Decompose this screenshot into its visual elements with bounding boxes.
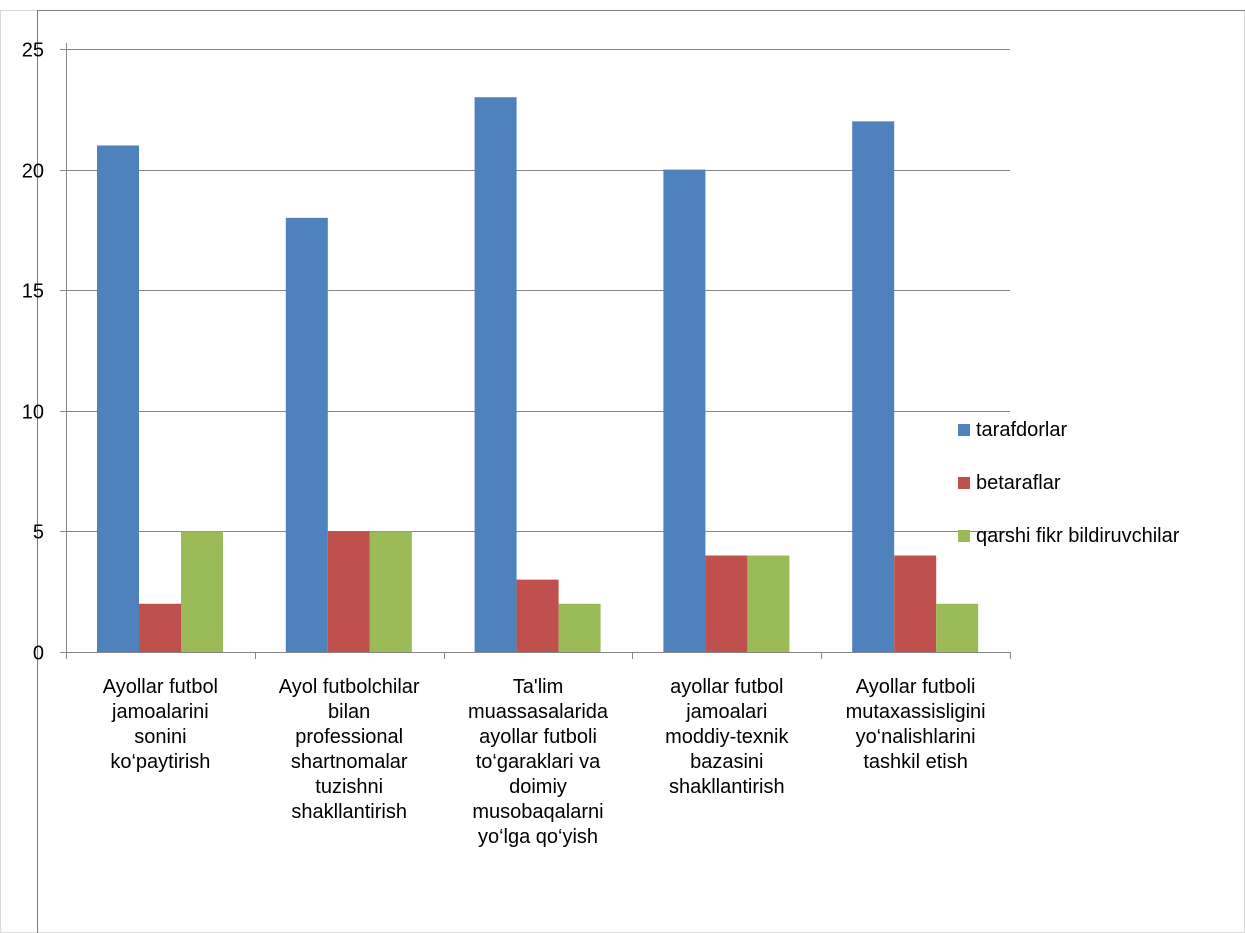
bar-tarafdorlar-5 — [852, 121, 894, 652]
category-label-line: musobaqalarni — [449, 800, 627, 825]
category-label: ayollar futbol jamoalari moddiy-texnik baza… — [638, 675, 816, 800]
category-label-line: bazasini — [638, 750, 816, 775]
bar-tarafdorlar-3 — [475, 97, 517, 652]
bar-qarshi-fikr-bildiruvchilar-1 — [181, 531, 223, 652]
bars — [97, 97, 978, 652]
bar-tarafdorlar-2 — [286, 218, 328, 652]
category-label-line: Ayol futbolchilar — [260, 675, 438, 700]
y-tick-label: 5 — [33, 522, 44, 544]
category-label-line: bilan — [260, 700, 438, 725]
category-label-line: Ayollar futbol — [71, 675, 249, 700]
category-label: Ayollar futbol jamoalarini sonini ko‘paytir… — [71, 675, 249, 775]
category-label-line: ayollar futboli — [449, 725, 627, 750]
category-label: Ayol futbolchilar bilan professional shartn… — [260, 675, 438, 825]
category-label-line: tashkil etish — [827, 750, 1005, 775]
bar-betaraflar-3 — [517, 580, 559, 652]
category-label-line: shakllantirish — [260, 800, 438, 825]
category-label-line: muassasalarida — [449, 700, 627, 725]
bar-betaraflar-5 — [894, 556, 936, 652]
y-tick-label: 20 — [22, 161, 44, 183]
category-label-line: yo‘nalishlarini — [827, 725, 1005, 750]
y-tick-label: 0 — [33, 643, 44, 665]
y-tick-label: 15 — [22, 281, 44, 303]
bar-qarshi-fikr-bildiruvchilar-4 — [747, 556, 789, 652]
legend-swatch — [958, 530, 970, 542]
category-label-line: mutaxassisligini — [827, 700, 1005, 725]
category-label-line: professional — [260, 725, 438, 750]
legend: tarafdorlar betaraflar qarshi fikr bildiru… — [958, 417, 1179, 576]
legend-label: betaraflar — [976, 472, 1061, 495]
bar-qarshi-fikr-bildiruvchilar-2 — [370, 531, 412, 652]
category-label-line: jamoalari — [638, 700, 816, 725]
legend-swatch — [958, 424, 970, 436]
category-label-line: yo‘lga qo‘yish — [449, 825, 627, 850]
bar-betaraflar-4 — [705, 556, 747, 652]
legend-item: tarafdorlar — [958, 417, 1179, 443]
y-tick-label: 25 — [22, 40, 44, 62]
bar-tarafdorlar-1 — [97, 145, 139, 652]
category-label-line: shartnomalar — [260, 750, 438, 775]
bar-betaraflar-2 — [328, 531, 370, 652]
category-label: Ta'lim muassasalarida ayollar futboli to‘ga… — [449, 675, 627, 850]
category-label-line: moddiy-texnik — [638, 725, 816, 750]
legend-label: qarshi fikr bildiruvchilar — [976, 525, 1179, 548]
legend-label: tarafdorlar — [976, 419, 1067, 442]
category-label-line: ayollar futbol — [638, 675, 816, 700]
category-label-line: doimiy — [449, 775, 627, 800]
category-label-line: Ta'lim — [449, 675, 627, 700]
category-label-line: ko‘paytirish — [71, 750, 249, 775]
category-label-line: shakllantirish — [638, 775, 816, 800]
category-label-line: tuzishni — [260, 775, 438, 800]
y-tick-label: 10 — [22, 402, 44, 424]
y-tick-labels: 0 5 10 15 20 25 — [22, 40, 44, 665]
bar-qarshi-fikr-bildiruvchilar-5 — [936, 604, 978, 652]
legend-swatch — [958, 477, 970, 489]
category-label-line: to‘garaklari va — [449, 750, 627, 775]
category-label: Ayollar futboli mutaxassisligini yo‘nalish… — [827, 675, 1005, 775]
category-label-line: sonini — [71, 725, 249, 750]
legend-item: betaraflar — [958, 470, 1179, 496]
legend-item: qarshi fikr bildiruvchilar — [958, 523, 1179, 549]
bar-tarafdorlar-4 — [663, 170, 705, 652]
category-label-line: jamoalarini — [71, 700, 249, 725]
bar-betaraflar-1 — [139, 604, 181, 652]
bar-qarshi-fikr-bildiruvchilar-3 — [559, 604, 601, 652]
category-label-line: Ayollar futboli — [827, 675, 1005, 700]
